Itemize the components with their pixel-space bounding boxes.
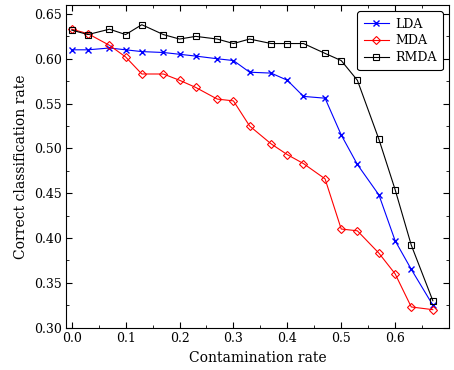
Line: MDA: MDA <box>69 26 435 312</box>
RMDA <box>247 37 252 41</box>
LDA <box>161 50 166 55</box>
LDA <box>177 52 182 57</box>
RMDA <box>215 37 220 41</box>
MDA <box>409 305 414 309</box>
RMDA <box>268 41 274 46</box>
RMDA <box>193 34 198 38</box>
RMDA <box>177 37 182 41</box>
MDA <box>285 152 290 157</box>
MDA <box>177 78 182 83</box>
LDA <box>376 193 382 197</box>
MDA <box>139 72 144 76</box>
RMDA <box>85 32 91 37</box>
Line: RMDA: RMDA <box>69 22 435 303</box>
RMDA <box>139 23 144 27</box>
Line: LDA: LDA <box>69 45 435 308</box>
MDA <box>193 85 198 90</box>
RMDA <box>231 41 236 46</box>
MDA <box>107 43 112 47</box>
MDA <box>301 161 306 166</box>
MDA <box>339 227 344 231</box>
RMDA <box>355 78 360 83</box>
LDA <box>231 58 236 63</box>
LDA <box>123 48 128 52</box>
LDA <box>285 78 290 83</box>
MDA <box>123 55 128 59</box>
LDA <box>247 70 252 74</box>
RMDA <box>322 51 328 55</box>
MDA <box>376 251 382 255</box>
LDA <box>268 71 274 75</box>
LDA <box>85 48 91 52</box>
LDA <box>301 94 306 99</box>
RMDA <box>123 32 128 37</box>
LDA <box>409 267 414 272</box>
LDA <box>139 49 144 54</box>
MDA <box>85 31 91 36</box>
LDA <box>107 46 112 50</box>
MDA <box>247 124 252 128</box>
LDA <box>339 133 344 137</box>
LDA <box>215 57 220 61</box>
LDA <box>355 162 360 167</box>
MDA <box>215 97 220 101</box>
RMDA <box>285 41 290 46</box>
MDA <box>231 99 236 103</box>
RMDA <box>430 299 435 303</box>
RMDA <box>161 32 166 37</box>
X-axis label: Contamination rate: Contamination rate <box>189 351 326 365</box>
Y-axis label: Correct classification rate: Correct classification rate <box>14 74 28 259</box>
MDA <box>161 72 166 76</box>
LDA <box>193 54 198 58</box>
MDA <box>430 307 435 312</box>
RMDA <box>107 27 112 31</box>
RMDA <box>69 28 74 32</box>
MDA <box>69 27 74 31</box>
RMDA <box>392 187 398 192</box>
RMDA <box>339 58 344 63</box>
LDA <box>430 303 435 307</box>
MDA <box>322 176 328 181</box>
MDA <box>392 272 398 276</box>
LDA <box>392 238 398 243</box>
MDA <box>268 142 274 146</box>
Legend: LDA, MDA, RMDA: LDA, MDA, RMDA <box>357 11 443 70</box>
MDA <box>355 229 360 233</box>
LDA <box>69 48 74 52</box>
RMDA <box>409 243 414 248</box>
LDA <box>322 96 328 100</box>
RMDA <box>376 137 382 142</box>
RMDA <box>301 41 306 46</box>
